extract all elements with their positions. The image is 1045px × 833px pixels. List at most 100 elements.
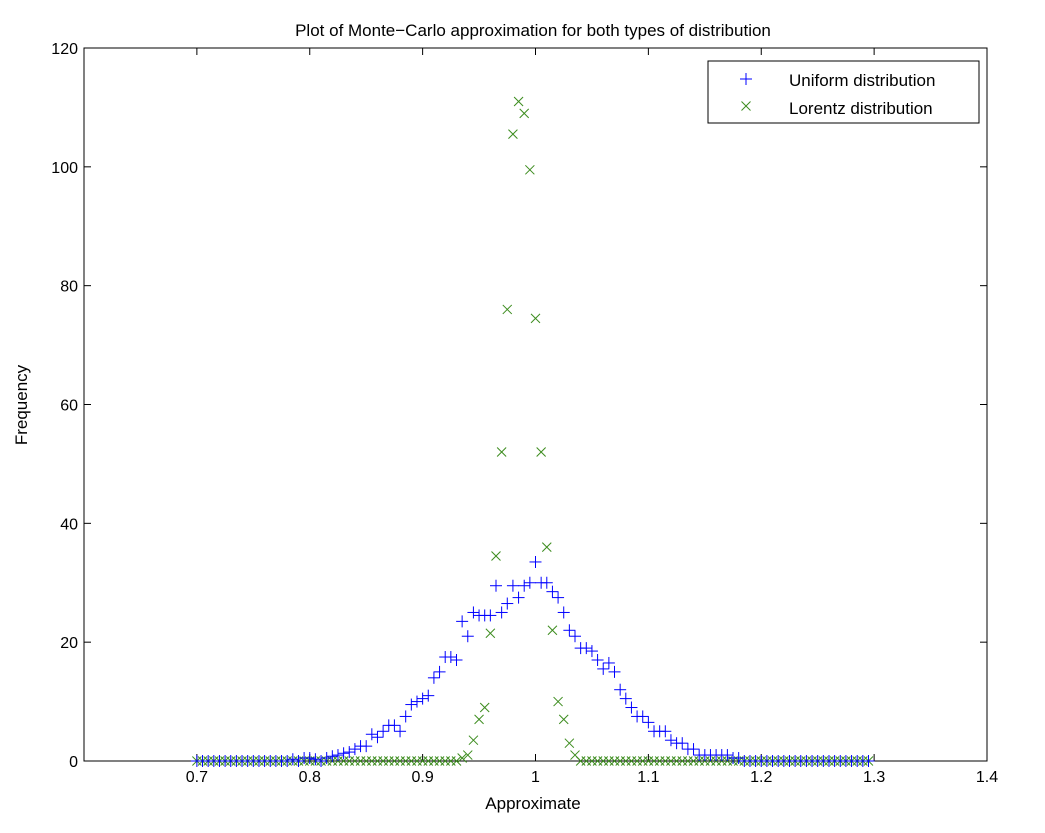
data-point-uniform [467, 606, 480, 619]
data-point-lorentz [564, 738, 575, 749]
data-point-lorentz-b [519, 108, 530, 119]
data-point-lorentz [541, 542, 552, 552]
data-point-uniform [320, 752, 333, 765]
legend-box [707, 60, 980, 124]
data-point-lorentz [468, 735, 479, 746]
x-tick-label: 1.2 [750, 769, 772, 786]
x-tick-label: 1 [531, 769, 540, 786]
data-point-uniform [664, 734, 677, 747]
legend-marker-lorentz-b [741, 101, 751, 111]
data-point-lorentz [479, 702, 490, 713]
x-tick-label: 0.7 [186, 769, 208, 786]
data-point-uniform [676, 737, 689, 750]
data-point-uniform [636, 710, 649, 723]
data-point-lorentz [457, 753, 467, 763]
data-point-uniform [456, 615, 469, 628]
data-point-lorentz-b [468, 735, 479, 746]
y-tick-label: 100 [51, 160, 78, 177]
data-point-uniform [450, 653, 463, 666]
data-point-lorentz [558, 714, 569, 725]
data-point-lorentz [496, 447, 507, 457]
data-point-uniform [569, 630, 582, 643]
data-point-lorentz-b [491, 551, 501, 561]
data-point-lorentz-b [462, 750, 473, 760]
legend-label-uniform: Uniform distribution [789, 71, 935, 90]
data-point-lorentz-b [570, 750, 580, 760]
data-point-lorentz [525, 164, 535, 175]
data-point-uniform [518, 579, 531, 592]
data-point-lorentz-b [508, 129, 518, 140]
x-tick-label: 1.1 [637, 769, 659, 786]
data-point-uniform [371, 731, 384, 744]
data-point-lorentz [474, 714, 484, 725]
data-point-uniform [501, 597, 514, 610]
data-point-uniform [540, 576, 553, 589]
data-point-uniform [495, 606, 508, 619]
x-tick-label: 0.8 [299, 769, 321, 786]
data-point-lorentz [485, 628, 496, 639]
y-tick-label: 0 [69, 754, 78, 771]
y-tick-label: 60 [60, 398, 78, 415]
y-tick-label: 120 [51, 41, 78, 58]
data-point-uniform [405, 698, 418, 711]
data-point-uniform [597, 662, 610, 675]
legend-marker-uniform [740, 73, 752, 85]
data-point-lorentz [547, 625, 558, 636]
y-tick-label: 20 [60, 635, 78, 652]
data-point-uniform [484, 609, 497, 622]
data-point-lorentz-b [530, 313, 541, 324]
data-point-uniform [529, 555, 542, 568]
chart-title: Plot of Monte−Carlo approximation for bo… [295, 21, 771, 40]
data-point-uniform [315, 755, 328, 767]
data-point-lorentz [530, 313, 541, 324]
data-point-lorentz-b [547, 625, 558, 636]
data-point-uniform [580, 642, 593, 655]
data-point-lorentz-b [485, 628, 496, 639]
data-point-lorentz-b [457, 753, 467, 763]
data-point-uniform [331, 749, 344, 762]
legend: Uniform distribution Lorentz distributio… [707, 60, 980, 124]
data-point-uniform [721, 749, 734, 762]
data-point-uniform [377, 725, 390, 738]
data-point-uniform [286, 753, 299, 766]
data-point-uniform [422, 689, 435, 702]
data-point-uniform [399, 710, 412, 723]
data-point-uniform [343, 746, 356, 759]
data-point-uniform [326, 750, 339, 763]
data-point-uniform [365, 728, 378, 741]
data-point-uniform [394, 725, 407, 738]
series-lorentz [192, 96, 874, 766]
data-point-uniform [862, 755, 875, 767]
data-point-uniform [281, 755, 294, 767]
data-point-uniform [585, 645, 598, 658]
legend-marker-lorentz [741, 101, 751, 111]
series-uniform [190, 555, 875, 767]
data-point-uniform [625, 701, 638, 714]
data-point-lorentz-b [541, 542, 552, 552]
data-point-uniform [732, 752, 745, 765]
data-point-lorentz-b [479, 702, 490, 713]
data-point-lorentz [451, 756, 462, 766]
data-point-uniform [512, 591, 525, 604]
legend-label-lorentz: Lorentz distribution [789, 99, 933, 118]
data-point-lorentz-b [536, 447, 546, 457]
plot-frame [83, 47, 988, 762]
data-point-lorentz [462, 750, 473, 760]
data-point-lorentz-b [496, 447, 507, 457]
data-point-uniform [642, 716, 655, 729]
data-point-uniform [433, 665, 446, 678]
data-point-lorentz-b [451, 756, 462, 766]
data-point-uniform [602, 656, 615, 669]
data-point-lorentz [513, 96, 524, 107]
data-point-uniform [348, 743, 361, 756]
data-point-uniform [523, 576, 536, 589]
data-point-lorentz [536, 447, 546, 457]
data-point-lorentz [508, 129, 518, 140]
data-point-lorentz-b [474, 714, 484, 725]
data-point-uniform [461, 630, 474, 643]
data-point-lorentz [502, 304, 513, 315]
data-point-lorentz-b [553, 696, 563, 707]
data-point-uniform [444, 651, 457, 664]
y-tick-label: 80 [60, 279, 78, 296]
data-point-lorentz-b [502, 304, 513, 315]
